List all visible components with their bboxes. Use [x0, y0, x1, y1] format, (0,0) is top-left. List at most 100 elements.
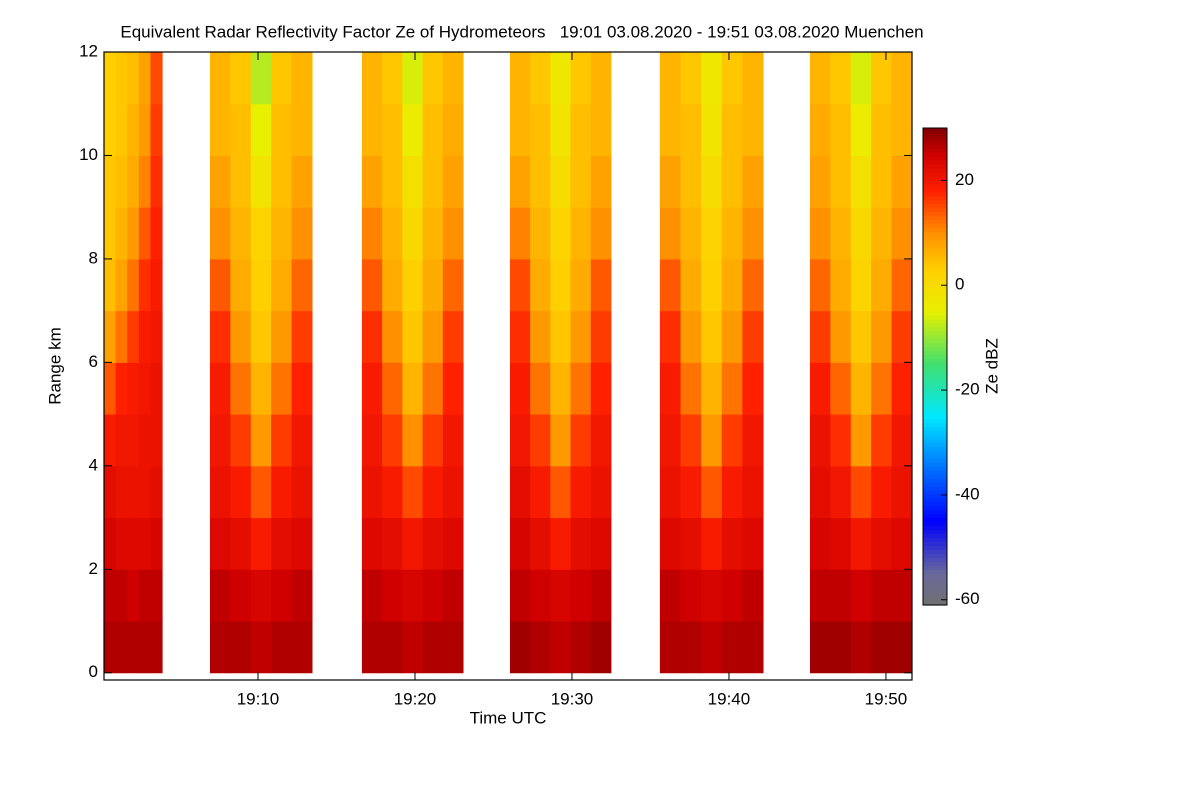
colorbar-swatch [923, 219, 947, 224]
colorbar-swatch [923, 382, 947, 387]
colorbar-swatch [923, 128, 947, 133]
heatmap-cell [680, 207, 702, 260]
colorbar-swatch [923, 223, 947, 228]
heatmap-cell [550, 362, 572, 415]
colorbar-swatch [923, 358, 947, 364]
heatmap-cell [138, 362, 151, 415]
heatmap-cell [150, 155, 163, 208]
heatmap-cell [291, 414, 313, 467]
heatmap-cell [250, 362, 272, 415]
colorbar-swatch [923, 465, 947, 471]
heatmap-cell [150, 103, 163, 156]
heatmap-cell [530, 569, 551, 622]
heatmap-cell [850, 621, 872, 674]
heatmap-cell [590, 465, 612, 519]
heatmap-cell [230, 362, 252, 415]
colorbar-swatch [923, 577, 947, 582]
heatmap-cell [150, 52, 163, 105]
heatmap-cell [809, 52, 831, 105]
heatmap-cell [209, 258, 231, 312]
colorbar-swatch [923, 541, 947, 546]
colorbar-swatch [923, 485, 947, 491]
heatmap-cell [115, 52, 128, 105]
heatmap-cell [230, 621, 252, 674]
heatmap-cell [742, 621, 764, 674]
heatmap-cell [891, 517, 913, 570]
heatmap-cell [442, 362, 464, 415]
heatmap-cell [250, 414, 272, 467]
heatmap-cell [659, 310, 682, 363]
heatmap-cell [871, 414, 893, 467]
colorbar-swatch [923, 489, 947, 495]
heatmap-cell [361, 621, 383, 674]
heatmap-cell [550, 310, 572, 363]
heatmap-cell [271, 207, 293, 260]
colorbar-swatch [923, 203, 947, 209]
colorbar-swatch [923, 493, 947, 499]
colorbar-swatch [923, 199, 947, 205]
heatmap-cell [550, 155, 572, 208]
colorbar-swatch [923, 362, 947, 368]
heatmap-cell [530, 362, 551, 415]
heatmap-cell [104, 52, 117, 105]
heatmap-cell [570, 621, 592, 674]
heatmap-cell [127, 465, 140, 519]
colorbar-swatch [923, 354, 947, 360]
heatmap-cell [422, 465, 444, 519]
heatmap-cell [127, 310, 140, 363]
heatmap-cell [680, 362, 702, 415]
heatmap-cell [104, 207, 117, 260]
heatmap-cell [209, 310, 231, 363]
heatmap-cell [680, 155, 702, 208]
heatmap-cell [871, 310, 893, 363]
heatmap-cell [422, 207, 444, 260]
colorbar-swatch [923, 163, 947, 169]
heatmap-cell [891, 52, 913, 105]
heatmap-cell [250, 207, 272, 260]
heatmap-cell [659, 52, 682, 105]
heatmap-cell [830, 207, 852, 260]
heatmap-cell [550, 465, 572, 519]
heatmap-cell [230, 258, 252, 312]
heatmap-cell [891, 569, 913, 622]
heatmap-cell [509, 103, 531, 156]
heatmap-cell [659, 621, 682, 674]
heatmap-cell [590, 207, 612, 260]
heatmap-cell [150, 517, 163, 570]
heatmap-cell [721, 569, 743, 622]
heatmap-cell [361, 569, 383, 622]
colorbar-swatch [923, 159, 947, 165]
heatmap-cell [291, 207, 313, 260]
colorbar-swatch [923, 509, 947, 515]
colorbar-swatch [923, 215, 947, 221]
heatmap-cell [271, 258, 293, 312]
colorbar-swatch [923, 414, 947, 419]
heatmap-cell [150, 362, 163, 415]
colorbar-swatch [923, 283, 947, 288]
heatmap-cell [422, 258, 444, 312]
colorbar-frame [922, 127, 948, 606]
heatmap-cell [291, 52, 313, 105]
heatmap-cell [659, 258, 682, 312]
heatmap-cell [250, 569, 272, 622]
heatmap-cell [382, 103, 403, 156]
heatmap-cell [382, 517, 403, 570]
colorbar-swatch [923, 585, 947, 590]
heatmap-cell [150, 569, 163, 622]
colorbar-swatch [923, 167, 947, 173]
colorbar-swatch [923, 151, 947, 157]
heatmap-cell [570, 362, 592, 415]
heatmap-cell [680, 621, 702, 674]
heatmap-cell [230, 517, 252, 570]
heatmap-cell [422, 103, 444, 156]
heatmap-cell [871, 258, 893, 312]
y-tick-label: 0 [89, 662, 98, 681]
heatmap-cell [382, 52, 403, 105]
heatmap-cell [809, 155, 831, 208]
colorbar-swatch [923, 565, 947, 570]
heatmap-cell [830, 52, 852, 105]
colorbar-swatch [923, 247, 947, 252]
heatmap-cell [530, 103, 551, 156]
heatmap-cell [291, 621, 313, 674]
colorbar-swatch [923, 477, 947, 483]
